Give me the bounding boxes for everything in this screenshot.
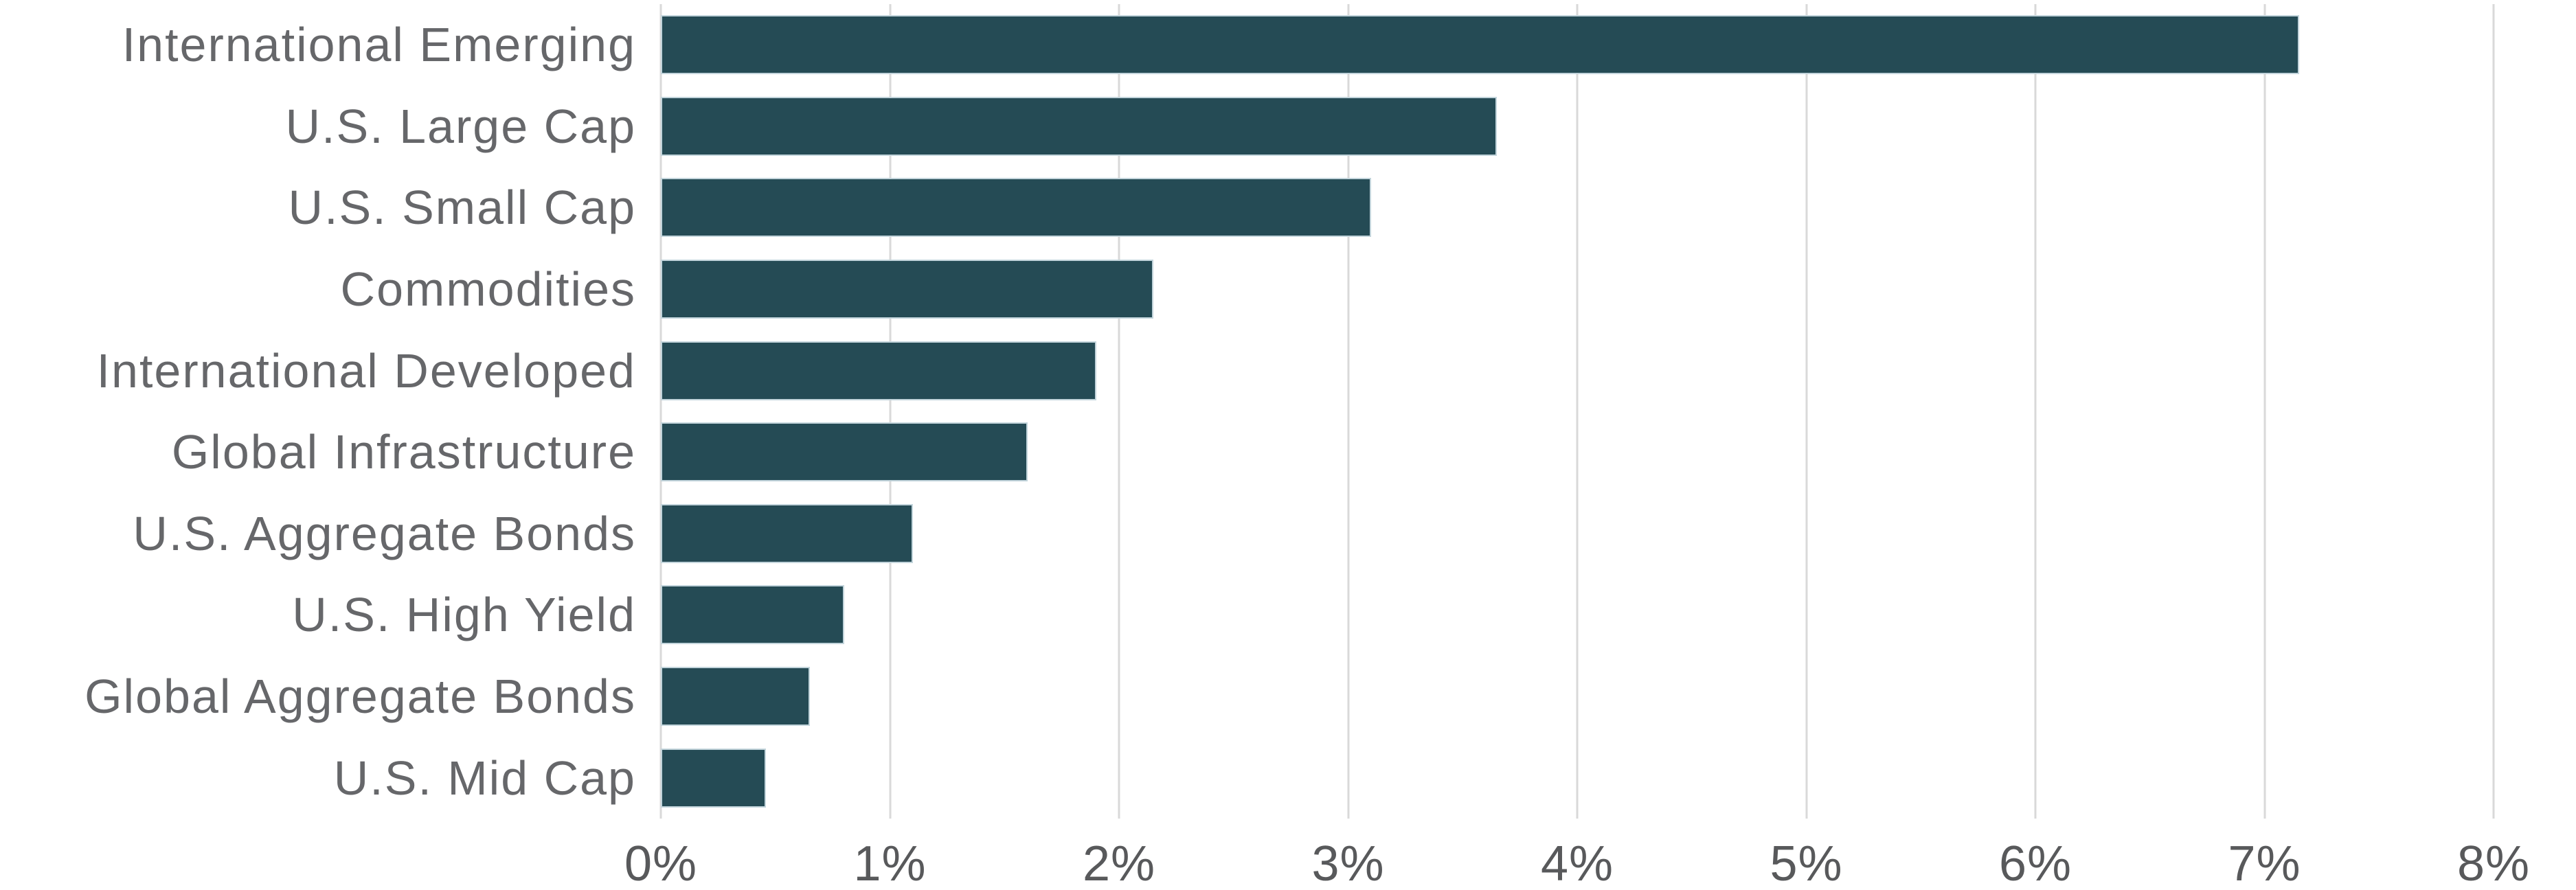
category-label: Global Aggregate Bonds: [84, 670, 636, 724]
gridline: [889, 4, 891, 819]
bar-row: [661, 86, 2494, 168]
x-tick-label: 0%: [624, 836, 698, 890]
bar-row: [661, 330, 2494, 411]
category-label: International Emerging: [122, 18, 636, 72]
category-label: U.S. Mid Cap: [333, 751, 636, 805]
category-label: Commodities: [340, 262, 636, 317]
bar: [661, 341, 1096, 400]
x-tick-label: 7%: [2228, 836, 2301, 890]
bar-row: [661, 411, 2494, 493]
x-axis: 0% 1% 2% 3% 4% 5% 6% 7% 8%: [624, 836, 2529, 890]
plot-area: [659, 4, 2495, 819]
category-label: International Developed: [96, 343, 636, 398]
bar-rows: [661, 4, 2494, 819]
category-label-row: International Emerging: [0, 4, 636, 86]
category-label-row: International Developed: [0, 330, 636, 411]
gridline: [1805, 4, 1807, 819]
x-tick-label: 8%: [2456, 836, 2531, 890]
category-label-row: U.S. Small Cap: [0, 167, 636, 249]
bar: [661, 96, 1498, 156]
category-label-row: Commodities: [0, 249, 636, 330]
x-tick-label: 5%: [1770, 836, 1843, 890]
bar-row: [661, 493, 2494, 575]
bar: [661, 178, 1371, 238]
bar: [661, 422, 1028, 482]
category-label-row: U.S. Large Cap: [0, 86, 636, 168]
bar: [661, 15, 2299, 75]
category-labels-column: International Emerging U.S. Large Cap U.S.…: [0, 4, 636, 819]
x-tick-label: 2%: [1082, 836, 1156, 890]
bar: [661, 667, 810, 727]
gridline: [659, 4, 662, 819]
category-label: Global Infrastructure: [171, 425, 636, 479]
gridline: [2263, 4, 2266, 819]
gridline: [1118, 4, 1120, 819]
bar-row: [661, 167, 2494, 249]
category-label-row: U.S. High Yield: [0, 574, 636, 656]
category-label-row: Global Infrastructure: [0, 411, 636, 493]
gridline: [2492, 4, 2495, 819]
category-label-row: U.S. Mid Cap: [0, 737, 636, 819]
category-label: U.S. Large Cap: [285, 99, 636, 153]
category-label-row: Global Aggregate Bonds: [0, 656, 636, 738]
category-label: U.S. High Yield: [292, 588, 636, 642]
bar-row: [661, 656, 2494, 738]
category-label: U.S. Aggregate Bonds: [133, 506, 636, 560]
bar: [661, 503, 913, 563]
bar-row: [661, 737, 2494, 819]
x-tick-label: 6%: [1998, 836, 2072, 890]
bar: [661, 260, 1154, 319]
bar-row: [661, 4, 2494, 86]
x-tick-label: 4%: [1540, 836, 1614, 890]
category-label: U.S. Small Cap: [288, 181, 636, 235]
bar-row: [661, 574, 2494, 656]
gridline: [1347, 4, 1349, 819]
bar-row: [661, 249, 2494, 330]
x-tick-label: 1%: [853, 836, 927, 890]
gridline: [2034, 4, 2037, 819]
bar: [661, 585, 844, 645]
x-tick-label: 3%: [1311, 836, 1385, 890]
bar: [661, 748, 767, 808]
category-label-row: U.S. Aggregate Bonds: [0, 493, 636, 575]
gridline: [1576, 4, 1579, 819]
